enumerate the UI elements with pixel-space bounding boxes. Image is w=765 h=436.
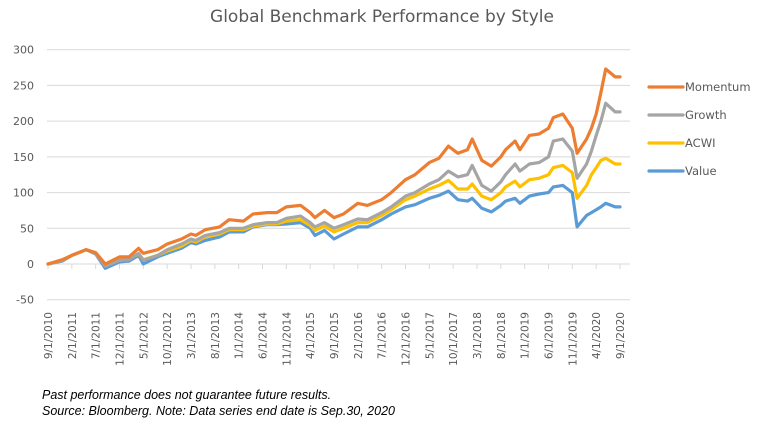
y-tick-label: 50 (20, 222, 34, 235)
x-tick-label: 7/1/2016 (377, 312, 389, 359)
x-tick-label: 8/1/2013 (210, 312, 222, 359)
legend-label-growth: Growth (685, 108, 727, 122)
x-tick-label: 9/1/2010 (43, 312, 55, 359)
x-tick-label: 6/1/2019 (544, 312, 556, 359)
series-line-growth (46, 101, 622, 268)
series-line-acwi (46, 156, 622, 267)
x-tick-label: 11/1/2014 (281, 312, 293, 366)
x-tick-label: 11/1/2019 (567, 312, 579, 366)
x-tick-label: 4/1/2015 (305, 312, 317, 359)
disclaimer-footnote: Past performance does not guarantee futu… (42, 388, 332, 402)
x-tick-label: 5/1/2012 (138, 312, 150, 359)
x-tick-label: 4/1/2020 (591, 312, 603, 359)
legend-label-momentum: Momentum (685, 80, 751, 94)
y-tick-label: -50 (16, 294, 34, 307)
y-tick-label: 0 (27, 258, 34, 271)
y-tick-label: 100 (13, 187, 34, 200)
x-axis: 9/1/2010 2/1/2011 7/1/2011 12/1/2011 5/1/201… (43, 264, 627, 366)
chart: Global Benchmark Performance by Style 30… (13, 7, 751, 366)
x-tick-label: 12/1/2016 (401, 312, 413, 366)
x-tick-label: 3/1/2018 (472, 312, 484, 359)
x-tick-label: 8/1/2018 (496, 312, 508, 359)
x-tick-label: 12/1/2011 (115, 312, 127, 366)
x-tick-label: 9/1/2020 (615, 312, 627, 359)
series-line-momentum (46, 67, 622, 266)
x-tick-label: 3/1/2013 (186, 312, 198, 359)
y-tick-label: 300 (13, 44, 34, 57)
chart-title: Global Benchmark Performance by Style (210, 7, 554, 27)
source-footnote: Source: Bloomberg. Note: Data series end… (42, 404, 395, 418)
x-tick-label: 2/1/2016 (353, 312, 365, 359)
gridlines (47, 49, 630, 301)
x-tick-label: 7/1/2011 (91, 312, 103, 359)
legend-label-acwi: ACWI (685, 136, 715, 150)
x-tick-label: 6/1/2014 (258, 312, 270, 359)
y-tick-label: 250 (13, 79, 34, 92)
x-tick-label: 10/1/2017 (448, 312, 460, 366)
y-tick-label: 150 (13, 151, 34, 164)
x-tick-label: 9/1/2015 (329, 312, 341, 359)
x-tick-label: 10/1/2012 (162, 312, 174, 366)
legend-label-value: Value (685, 164, 717, 178)
y-axis-ticks: 300 250 200 150 100 50 0 -50 (13, 44, 34, 307)
y-tick-label: 200 (13, 115, 34, 128)
legend: Momentum Growth ACWI Value (647, 80, 751, 178)
x-tick-label: 1/1/2019 (520, 312, 532, 359)
x-tick-label: 5/1/2017 (424, 312, 436, 359)
x-tick-label: 1/1/2014 (234, 312, 246, 359)
x-tick-label: 2/1/2011 (67, 312, 79, 359)
series-lines (46, 67, 622, 270)
